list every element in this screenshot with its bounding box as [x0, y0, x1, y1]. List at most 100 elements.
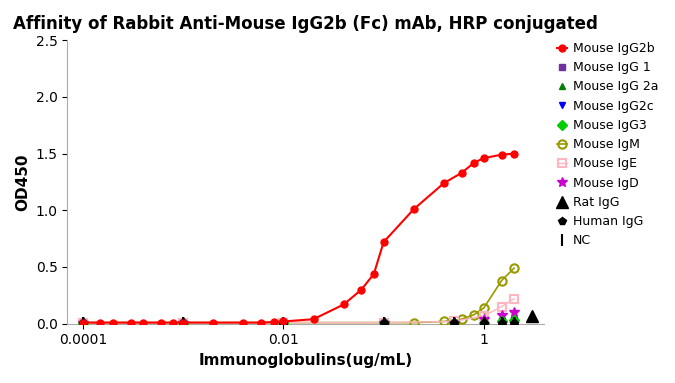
Human IgG	[480, 320, 488, 325]
Mouse IgG3	[279, 320, 288, 325]
Mouse IgG 1	[480, 320, 488, 325]
Line: Mouse IgM: Mouse IgM	[79, 264, 518, 327]
Mouse IgG2b	[97, 320, 105, 325]
Line: Rat IgG: Rat IgG	[76, 310, 538, 329]
Mouse IgG2b	[497, 152, 506, 157]
Legend: Mouse IgG2b, Mouse IgG 1, Mouse IgG 2a, Mouse IgG2c, Mouse IgG3, Mouse IgM, Mous: Mouse IgG2b, Mouse IgG 1, Mouse IgG 2a, …	[556, 41, 659, 249]
Rat IgG	[179, 320, 187, 325]
Mouse IgG2b	[458, 170, 466, 175]
Title: Affinity of Rabbit Anti-Mouse IgG2b (Fc) mAb, HRP conjugated: Affinity of Rabbit Anti-Mouse IgG2b (Fc)…	[14, 15, 598, 33]
Mouse IgG2c	[79, 320, 87, 325]
Mouse IgG2b	[109, 320, 117, 325]
Human IgG	[379, 320, 387, 325]
Mouse IgG 1	[497, 319, 506, 324]
NC	[179, 320, 187, 325]
Mouse IgD	[79, 320, 87, 325]
Mouse IgM	[510, 266, 518, 270]
Mouse IgM	[497, 278, 506, 283]
Mouse IgG2b	[269, 320, 277, 324]
Mouse IgG2c	[480, 320, 488, 325]
Mouse IgM	[179, 320, 187, 325]
Rat IgG	[379, 320, 387, 325]
Mouse IgM	[440, 319, 448, 324]
Human IgG	[450, 320, 458, 325]
Mouse IgG3	[510, 318, 518, 322]
Mouse IgG2b	[510, 151, 518, 156]
Mouse IgG3	[179, 320, 187, 325]
Mouse IgM	[279, 320, 288, 325]
NC	[510, 320, 518, 325]
Mouse IgG 2a	[480, 320, 488, 325]
Mouse IgG2b	[379, 240, 387, 244]
Mouse IgE	[510, 296, 518, 301]
Mouse IgG2b	[169, 320, 178, 325]
Rat IgG	[497, 320, 506, 325]
Mouse IgM	[79, 320, 87, 325]
Mouse IgG2c	[379, 320, 387, 325]
Mouse IgG3	[497, 319, 506, 324]
Mouse IgG2b	[357, 287, 365, 292]
Mouse IgG2b	[179, 320, 187, 325]
Mouse IgG2c	[450, 320, 458, 325]
Line: Mouse IgG3: Mouse IgG3	[80, 317, 518, 326]
NC	[379, 320, 387, 325]
Line: Mouse IgG 1: Mouse IgG 1	[80, 317, 518, 326]
Mouse IgM	[458, 317, 466, 321]
Mouse IgG 1	[79, 320, 87, 325]
Mouse IgG2b	[257, 320, 265, 325]
Rat IgG	[528, 314, 536, 319]
Mouse IgE	[179, 320, 187, 325]
Mouse IgG3	[379, 320, 387, 325]
Mouse IgG2b	[279, 319, 288, 324]
NC	[79, 320, 87, 325]
Line: Mouse IgG 2a: Mouse IgG 2a	[80, 317, 518, 326]
Mouse IgM	[379, 320, 387, 325]
Rat IgG	[450, 320, 458, 325]
Mouse IgG2b	[470, 160, 478, 165]
Mouse IgG2c	[497, 319, 506, 324]
Human IgG	[497, 320, 506, 325]
Mouse IgG3	[450, 320, 458, 325]
Mouse IgG2c	[179, 320, 187, 325]
NC	[480, 320, 488, 325]
Y-axis label: OD450: OD450	[15, 153, 30, 211]
Mouse IgG2b	[139, 320, 147, 325]
Mouse IgG 1	[179, 320, 187, 325]
Rat IgG	[79, 320, 87, 325]
Mouse IgE	[379, 320, 387, 325]
Mouse IgD	[480, 317, 488, 321]
Mouse IgG 1	[450, 320, 458, 325]
Mouse IgG 2a	[497, 319, 506, 324]
Mouse IgG2b	[370, 272, 378, 276]
Line: Mouse IgG2b: Mouse IgG2b	[80, 150, 518, 326]
Mouse IgG 2a	[510, 318, 518, 322]
Mouse IgG2b	[157, 320, 165, 325]
Mouse IgG 2a	[379, 320, 387, 325]
Mouse IgG2b	[440, 181, 448, 185]
NC	[450, 320, 458, 325]
Line: Mouse IgE: Mouse IgE	[79, 295, 518, 327]
Mouse IgE	[450, 319, 458, 324]
Human IgG	[279, 320, 288, 325]
Mouse IgG2b	[310, 317, 318, 321]
Mouse IgG 1	[510, 318, 518, 322]
Mouse IgG2b	[240, 320, 248, 325]
Mouse IgG 2a	[179, 320, 187, 325]
Mouse IgM	[480, 306, 488, 310]
Mouse IgG 1	[279, 320, 288, 325]
Mouse IgG 2a	[450, 320, 458, 325]
Mouse IgM	[410, 320, 418, 325]
Mouse IgG2b	[480, 156, 488, 160]
Mouse IgD	[510, 310, 518, 315]
Human IgG	[510, 320, 518, 325]
Mouse IgG2c	[510, 318, 518, 322]
Mouse IgD	[450, 320, 458, 325]
Mouse IgD	[497, 313, 506, 317]
NC	[497, 320, 506, 325]
Mouse IgD	[179, 320, 187, 325]
Mouse IgG2b	[410, 207, 418, 211]
Rat IgG	[480, 320, 488, 325]
Mouse IgG 2a	[279, 320, 288, 325]
Mouse IgG3	[79, 320, 87, 325]
Mouse IgE	[79, 320, 87, 325]
